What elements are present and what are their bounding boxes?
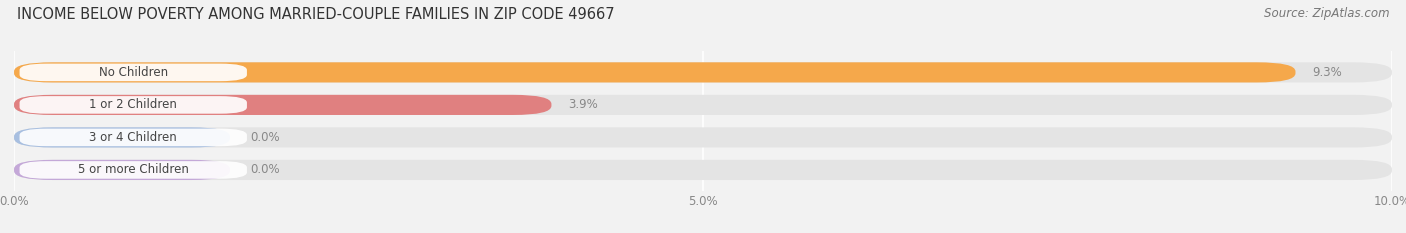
- FancyBboxPatch shape: [20, 161, 247, 179]
- FancyBboxPatch shape: [14, 62, 1295, 82]
- Text: No Children: No Children: [98, 66, 167, 79]
- Text: INCOME BELOW POVERTY AMONG MARRIED-COUPLE FAMILIES IN ZIP CODE 49667: INCOME BELOW POVERTY AMONG MARRIED-COUPL…: [17, 7, 614, 22]
- Text: 1 or 2 Children: 1 or 2 Children: [90, 98, 177, 111]
- Text: 5 or more Children: 5 or more Children: [77, 163, 188, 176]
- FancyBboxPatch shape: [14, 127, 1392, 147]
- FancyBboxPatch shape: [14, 160, 231, 180]
- FancyBboxPatch shape: [14, 127, 231, 147]
- FancyBboxPatch shape: [20, 64, 247, 81]
- FancyBboxPatch shape: [20, 96, 247, 114]
- FancyBboxPatch shape: [14, 95, 551, 115]
- Text: Source: ZipAtlas.com: Source: ZipAtlas.com: [1264, 7, 1389, 20]
- Text: 3 or 4 Children: 3 or 4 Children: [90, 131, 177, 144]
- Text: 3.9%: 3.9%: [568, 98, 598, 111]
- Text: 0.0%: 0.0%: [250, 163, 280, 176]
- Text: 9.3%: 9.3%: [1312, 66, 1341, 79]
- FancyBboxPatch shape: [14, 160, 1392, 180]
- Text: 0.0%: 0.0%: [250, 131, 280, 144]
- FancyBboxPatch shape: [20, 129, 247, 146]
- FancyBboxPatch shape: [14, 62, 1392, 82]
- FancyBboxPatch shape: [14, 95, 1392, 115]
